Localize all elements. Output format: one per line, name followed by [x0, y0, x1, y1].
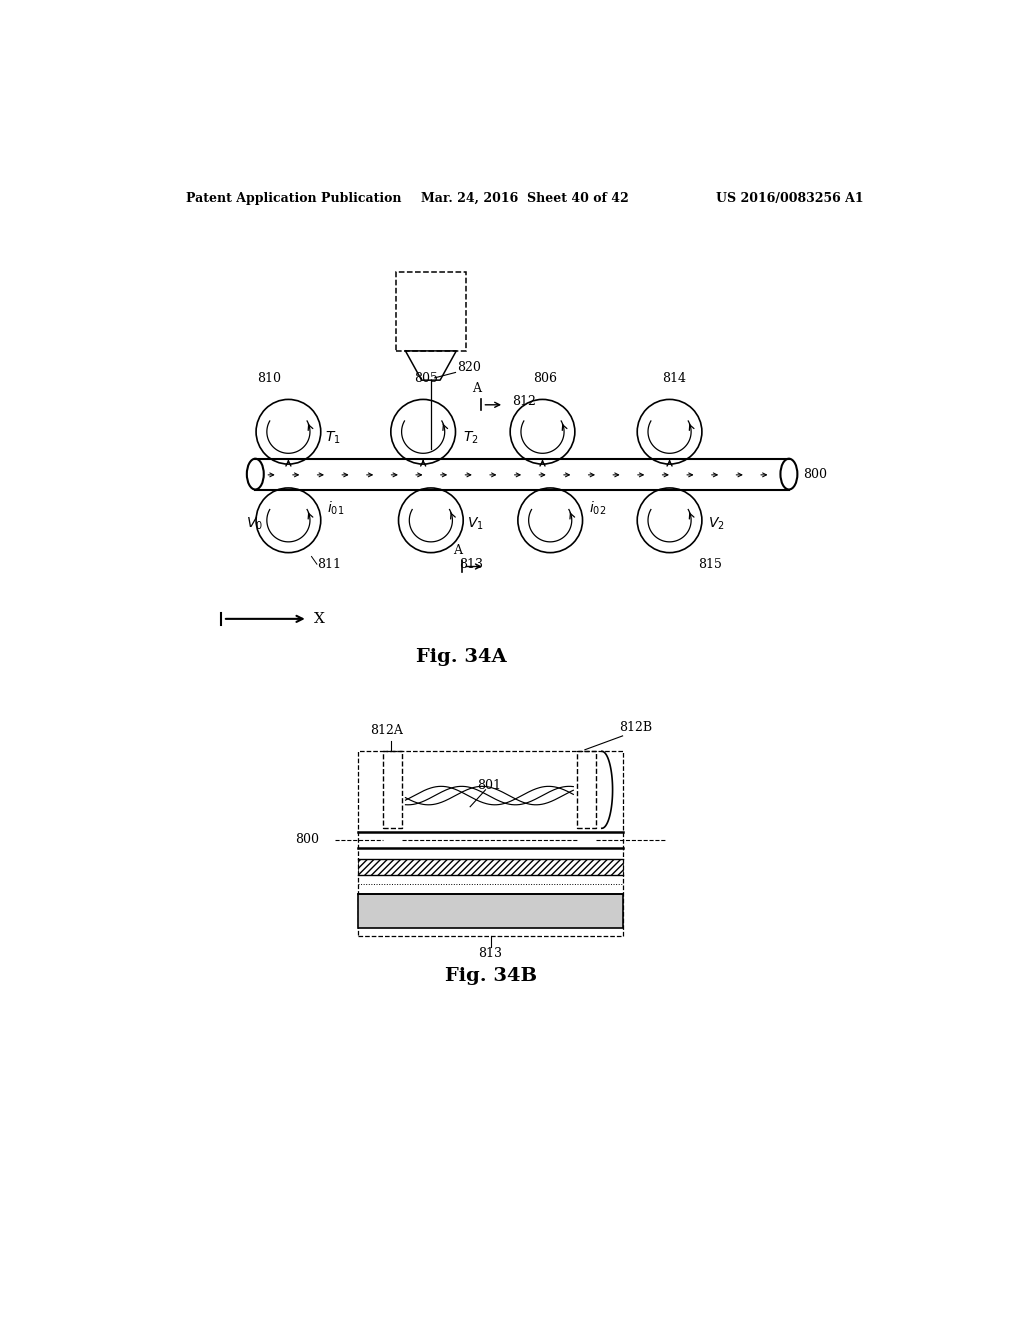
- Text: 805: 805: [414, 372, 438, 385]
- Text: $T_1$: $T_1$: [325, 430, 340, 446]
- Text: 814: 814: [662, 372, 686, 385]
- Text: 800: 800: [803, 467, 826, 480]
- Text: $V_2$: $V_2$: [708, 516, 725, 532]
- Text: X: X: [313, 612, 325, 626]
- Text: A: A: [454, 544, 462, 557]
- Text: $i_{02}$: $i_{02}$: [589, 500, 606, 517]
- Text: Mar. 24, 2016  Sheet 40 of 42: Mar. 24, 2016 Sheet 40 of 42: [421, 191, 629, 205]
- Text: 806: 806: [534, 372, 557, 385]
- Text: Patent Application Publication: Patent Application Publication: [186, 191, 401, 205]
- Text: $V_1$: $V_1$: [467, 516, 483, 532]
- Text: A: A: [472, 383, 481, 396]
- Bar: [383, 751, 401, 829]
- Text: 815: 815: [698, 558, 722, 572]
- Text: 812B: 812B: [618, 721, 652, 734]
- Text: 811: 811: [316, 558, 341, 572]
- Text: Fig. 34A: Fig. 34A: [417, 648, 507, 667]
- Text: 820: 820: [457, 362, 481, 375]
- Bar: [396, 272, 466, 351]
- Text: US 2016/0083256 A1: US 2016/0083256 A1: [716, 191, 863, 205]
- Text: 813: 813: [460, 558, 483, 572]
- Text: $T_2$: $T_2$: [463, 430, 479, 446]
- Text: 812A: 812A: [371, 725, 403, 738]
- Bar: [578, 751, 596, 829]
- Text: 801: 801: [477, 779, 502, 792]
- Text: Fig. 34B: Fig. 34B: [444, 968, 537, 985]
- Text: $i_{01}$: $i_{01}$: [327, 500, 344, 517]
- Text: 813: 813: [478, 946, 503, 960]
- Bar: [357, 894, 624, 928]
- Text: 812: 812: [512, 395, 536, 408]
- Bar: [357, 751, 624, 936]
- Text: 800: 800: [295, 833, 319, 846]
- Text: $V_0$: $V_0$: [246, 516, 263, 532]
- Bar: [357, 859, 624, 875]
- Text: 810: 810: [258, 372, 282, 385]
